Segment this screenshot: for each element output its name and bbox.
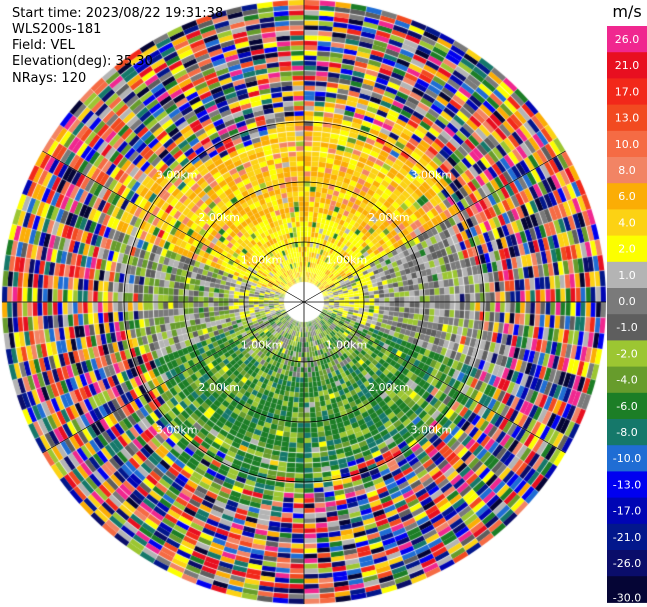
colorbar-tick-label: 13.0 (615, 112, 640, 125)
colorbar-swatch (607, 78, 647, 106)
instrument-label: WLS200s-181 (12, 22, 102, 37)
colorbar-swatch (607, 104, 647, 132)
colorbar-swatch (607, 576, 647, 603)
colorbar-unit-label: m/s (612, 2, 641, 21)
colorbar-tick-label: 10.0 (615, 138, 640, 151)
azimuth-line (42, 301, 305, 454)
range-ring-label: 2.00km (368, 211, 410, 224)
start-time-label: Start time: 2023/08/22 19:31:38 (12, 6, 224, 21)
range-ring-label: 2.00km (368, 381, 410, 394)
range-ring-label: 3.00km (156, 423, 198, 436)
colorbar-tick-label: 4.0 (618, 216, 636, 229)
range-ring-label: 1.00km (241, 254, 283, 267)
range-ring-label: 3.00km (410, 423, 452, 436)
colorbar-tick-label: -4.0 (616, 374, 637, 387)
field-label: Field: VEL (12, 38, 75, 53)
colorbar-tick-label: -1.0 (616, 321, 637, 334)
colorbar-swatch (607, 366, 647, 394)
colorbar-tick-label: 8.0 (618, 164, 636, 177)
range-ring-label: 2.00km (198, 211, 240, 224)
colorbar-swatch (607, 445, 647, 472)
colorbar-tick-label: -17.0 (613, 505, 641, 518)
colorbar-tick-label: 6.0 (618, 190, 636, 203)
colorbar-swatch (607, 183, 647, 210)
colorbar-swatch (607, 392, 647, 420)
colorbar-swatch (607, 419, 647, 446)
nrays-label: NRays: 120 (12, 71, 87, 86)
colorbar-swatch (607, 340, 647, 368)
range-ring-label: 2.00km (198, 381, 240, 394)
colorbar-tick-label: -13.0 (613, 478, 641, 491)
colorbar-swatch (607, 130, 647, 158)
azimuth-line (303, 150, 566, 303)
colorbar-tick-label: -6.0 (616, 400, 637, 413)
colorbar-tick-label: 17.0 (615, 85, 640, 98)
range-ring-label: 3.00km (410, 169, 452, 182)
colorbar-swatch (607, 26, 647, 53)
colorbar-swatch (607, 209, 647, 237)
colorbar-tick-label: 1.0 (618, 269, 636, 282)
colorbar-tick-label: -21.0 (613, 531, 641, 544)
colorbar-swatch (607, 471, 647, 499)
colorbar-swatch (607, 314, 647, 341)
colorbar-tick-label: -26.0 (613, 557, 641, 570)
colorbar-tick-label: -8.0 (616, 426, 637, 439)
colorbar-swatch (607, 288, 647, 315)
colorbar-swatch (607, 157, 647, 184)
azimuth-line (303, 301, 566, 454)
colorbar-swatch (607, 52, 647, 79)
colorbar-tick-label: -10.0 (613, 452, 641, 465)
colorbar-swatch (607, 261, 647, 289)
colorbar-tick-label: 26.0 (615, 33, 640, 46)
colorbar-tick-label: 0.0 (618, 295, 636, 308)
colorbar-tick-label: -30.0 (613, 591, 641, 604)
colorbar-swatch (607, 550, 647, 577)
elevation-label: Elevation(deg): 35.30 (12, 54, 153, 69)
azimuth-line (42, 150, 305, 303)
colorbar-swatch (607, 235, 647, 263)
colorbar-tick-label: 21.0 (615, 59, 640, 72)
colorbar-tick-label: -2.0 (616, 347, 637, 360)
range-ring-label: 1.00km (326, 254, 368, 267)
range-ring-label: 1.00km (241, 338, 283, 351)
colorbar-swatch (607, 523, 647, 551)
colorbar-swatch (607, 497, 647, 525)
colorbar-tick-label: 2.0 (618, 243, 636, 256)
range-ring-label: 3.00km (156, 169, 198, 182)
range-ring-label: 1.00km (326, 338, 368, 351)
